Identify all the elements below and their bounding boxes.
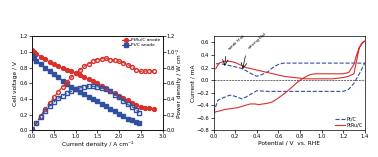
Text: strong H$_{ad}$: strong H$_{ad}$ (246, 30, 270, 52)
Y-axis label: Cell voltage / V: Cell voltage / V (13, 61, 18, 106)
Text: Electrochemical characteristics: Electrochemical characteristics (223, 19, 344, 28)
Y-axis label: Current / mA: Current / mA (190, 65, 195, 102)
X-axis label: Potential / V  vs. RHE: Potential / V vs. RHE (258, 141, 320, 146)
X-axis label: Current density / A cm⁻²: Current density / A cm⁻² (62, 141, 133, 147)
Text: Fuel cell performance: Fuel cell performance (55, 19, 138, 28)
Legend: Pt/C, PtRu/C: Pt/C, PtRu/C (335, 117, 363, 128)
Y-axis label: Power density / W cm⁻²: Power density / W cm⁻² (177, 49, 183, 118)
Text: weak H$_{ad}$: weak H$_{ad}$ (226, 33, 248, 53)
Legend: PtRu/C anode, Pt/C anode: PtRu/C anode, Pt/C anode (122, 38, 160, 47)
